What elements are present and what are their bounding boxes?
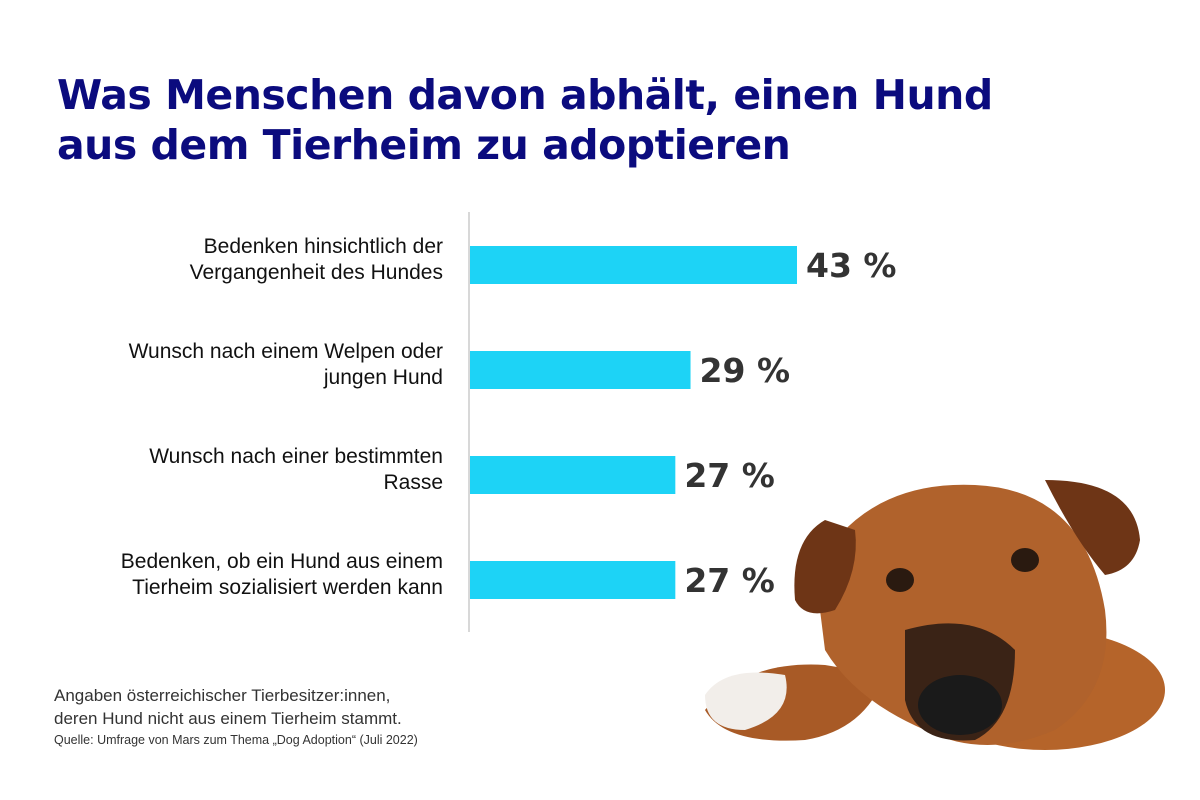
category-label: jungen Hund [323,366,443,389]
source-text: Quelle: Umfrage von Mars zum Thema „Dog … [54,733,418,747]
value-label: 43 % [806,246,896,285]
category-label: Vergangenheit des Hundes [190,261,443,284]
title-line: aus dem Tierheim zu adoptieren [57,121,791,169]
title-line: Was Menschen davon abhält, einen Hund [57,71,993,119]
bar [470,246,797,284]
bar [470,351,691,389]
dog-photo [705,480,1165,750]
value-label: 27 % [684,561,774,600]
category-label: Rasse [383,471,443,494]
note-line: Angaben österreichischer Tierbesitzer:in… [54,686,391,705]
category-label: Wunsch nach einer bestimmten [149,445,443,468]
bar [470,561,676,599]
page-title: Was Menschen davon abhält, einen Hund au… [57,70,993,170]
category-label: Tierheim sozialisiert werden kann [132,576,443,599]
category-label: Wunsch nach einem Welpen oder [129,340,443,363]
category-label: Bedenken hinsichtlich der [204,235,443,258]
category-label: Bedenken, ob ein Hund aus einem [121,550,443,573]
note-line: deren Hund nicht aus einem Tierheim stam… [54,709,402,728]
footnote: Angaben österreichischer Tierbesitzer:in… [54,684,418,750]
value-label: 27 % [684,456,774,495]
bar [470,456,676,494]
value-label: 29 % [700,351,790,390]
